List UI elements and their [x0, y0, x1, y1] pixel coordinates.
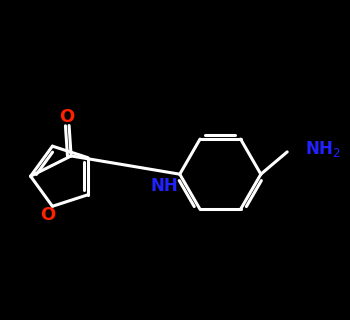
Text: NH$_2$: NH$_2$	[306, 139, 341, 159]
Text: O: O	[40, 206, 55, 224]
Text: O: O	[60, 108, 75, 126]
Text: NH: NH	[150, 177, 178, 195]
